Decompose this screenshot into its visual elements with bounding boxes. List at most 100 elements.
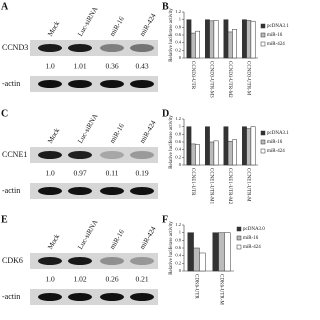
bar	[250, 126, 256, 166]
band	[38, 44, 62, 52]
x-tick-label: CCND3-UTR-M2	[227, 61, 232, 98]
x-tick-label: CCNE1-UTR-M	[246, 168, 251, 202]
bar	[195, 30, 200, 59]
value-label: 1.01	[73, 62, 86, 71]
y-tick-label: 0.8	[175, 237, 181, 242]
y-tick-label: 0	[179, 268, 182, 273]
band	[100, 151, 124, 159]
bar	[213, 20, 219, 59]
control-band	[68, 187, 92, 195]
control-band	[130, 80, 154, 88]
value-label: 0.21	[135, 275, 148, 284]
band	[130, 44, 154, 52]
legend-label: miR-424	[267, 149, 285, 154]
target-label: CDK6	[2, 256, 23, 265]
control-band	[38, 187, 62, 195]
value-label: 0.36	[105, 62, 118, 71]
bar	[205, 19, 210, 59]
control-band	[100, 80, 124, 88]
lane-label: miR-16	[108, 122, 126, 145]
y-tick-label: 0.2	[175, 47, 181, 52]
control-band	[100, 293, 124, 301]
legend-label: miR-16	[243, 236, 259, 241]
y-tick-label: 1	[179, 230, 181, 235]
y-tick-label: 1.2	[175, 222, 181, 227]
legend-swatch	[260, 139, 266, 145]
legend-swatch	[260, 148, 266, 154]
bar	[190, 32, 196, 59]
panel-letter: B	[162, 1, 169, 12]
panel-letter: D	[162, 108, 169, 119]
y-tick-label: 0	[179, 162, 182, 167]
lane-label: miR-16	[108, 228, 126, 251]
bar	[242, 19, 247, 59]
bar	[232, 29, 237, 59]
y-tick-label: 0.8	[175, 24, 181, 29]
control-band	[68, 80, 92, 88]
value-label: 1.02	[73, 275, 86, 284]
x-tick-label: CCNE1-UTR	[190, 168, 195, 196]
bar	[195, 144, 200, 166]
bar	[224, 232, 231, 272]
control-band	[130, 293, 154, 301]
legend-swatch	[236, 226, 242, 232]
blot-background	[30, 183, 158, 199]
y-tick-label: 0.6	[175, 32, 181, 37]
lane-label: Luc-siRNA	[76, 113, 99, 145]
value-label: 0.43	[135, 62, 148, 71]
control-band	[38, 293, 62, 301]
x-tick-label: CDK6-UTR	[193, 274, 198, 299]
blot-background	[30, 253, 158, 269]
bar	[223, 19, 229, 59]
panel-letter: C	[1, 108, 8, 119]
value-label: 0.26	[105, 275, 118, 284]
blot-background	[30, 147, 158, 163]
bar	[246, 20, 252, 59]
band	[68, 257, 92, 265]
blot-background	[30, 40, 158, 56]
bar	[246, 128, 252, 166]
y-tick-label: 1.2	[175, 116, 181, 121]
legend-label: pcDNA3.0	[243, 227, 265, 232]
y-tick-label: 0.2	[175, 154, 181, 159]
blot-background	[30, 76, 158, 92]
x-tick-label: CCNE1-UTR-M1	[209, 168, 214, 205]
blot-background	[30, 289, 158, 305]
legend-swatch	[260, 23, 266, 29]
bar	[205, 126, 210, 166]
bar	[186, 19, 192, 59]
band	[100, 44, 124, 52]
band	[100, 257, 124, 265]
value-label: 1.0	[45, 169, 55, 178]
band	[130, 151, 154, 159]
x-tick-label: CCND3-UTR-M	[246, 61, 251, 96]
legend-label: pcDNA3.1	[267, 131, 289, 136]
bar	[213, 140, 219, 166]
control-band	[130, 187, 154, 195]
control-band	[68, 293, 92, 301]
bar	[223, 126, 229, 166]
y-tick-label: 1	[179, 124, 181, 129]
control-band	[100, 187, 124, 195]
y-tick-label: 0.6	[175, 245, 181, 250]
panel-letter: E	[1, 214, 8, 225]
bar	[212, 232, 219, 272]
bar	[190, 143, 196, 166]
control-label: -actin	[2, 186, 20, 195]
y-tick-label: 0.4	[175, 40, 181, 45]
y-tick-label: 0	[179, 55, 182, 60]
control-label: -actin	[2, 79, 20, 88]
legend-label: miR-16	[267, 33, 283, 38]
lane-label: Mock	[46, 126, 61, 145]
lane-label: Mock	[46, 19, 61, 38]
lane-label: miR-424	[138, 225, 158, 251]
bar	[187, 232, 194, 272]
lane-label: miR-424	[138, 12, 158, 38]
y-axis-label: Relative luciferase activity	[169, 221, 174, 275]
legend-label: miR-424	[267, 42, 285, 47]
lane-label: Mock	[46, 232, 61, 251]
lane-label: miR-424	[138, 119, 158, 145]
value-label: 0.11	[106, 169, 119, 178]
bar	[199, 252, 206, 272]
panel-letter: F	[162, 214, 168, 225]
